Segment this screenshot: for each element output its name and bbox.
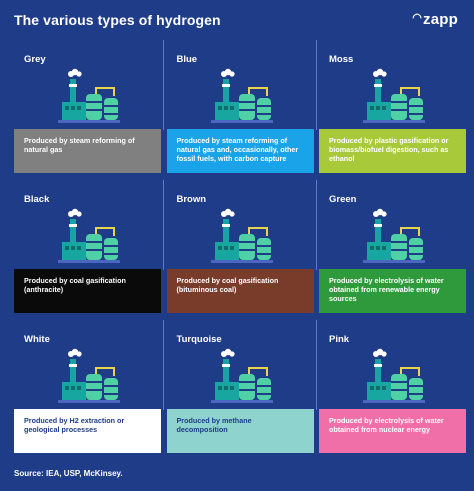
- type-description: Produced by steam reforming of natural g…: [166, 129, 314, 173]
- hydrogen-type-turquoise: Turquoise Produced by methane decomposit…: [166, 320, 314, 460]
- column-divider: [315, 320, 317, 410]
- factory-icon: [210, 208, 273, 263]
- hydrogen-type-green: Green Produced by electrolysis of water …: [319, 180, 466, 320]
- zapp-logo: ◠zapp: [412, 11, 458, 28]
- type-name: Green: [329, 194, 357, 205]
- factory-icon: [363, 348, 425, 403]
- logo-mark-icon: ◠: [412, 12, 423, 24]
- type-description: Produced by electrolysis of water obtain…: [319, 269, 466, 313]
- logo-text: zapp: [423, 11, 458, 28]
- type-name: Blue: [176, 54, 198, 65]
- factory-icon: [210, 348, 273, 403]
- type-name: Brown: [176, 194, 207, 205]
- factory-icon: [363, 68, 425, 123]
- type-description: Produced by electrolysis of water obtain…: [319, 409, 466, 453]
- type-name: Pink: [329, 334, 350, 345]
- type-description: Produced by methane decomposition: [166, 409, 314, 453]
- hydrogen-type-grey: Grey Produced by steam reforming of natu…: [14, 40, 161, 180]
- hydrogen-type-blue: Blue Produced by steam reforming of natu…: [166, 40, 314, 180]
- hydrogen-type-black: Black Produced by coal gasification (ant…: [14, 180, 161, 320]
- type-name: Black: [24, 194, 50, 205]
- type-description: Produced by H2 extraction or geological …: [14, 409, 161, 453]
- column-divider: [315, 180, 317, 270]
- factory-icon: [58, 68, 120, 123]
- type-description: Produced by plastic gasification or biom…: [319, 129, 466, 173]
- column-divider: [315, 40, 317, 130]
- page-title: The various types of hydrogen: [14, 12, 221, 28]
- hydrogen-type-moss: Moss Produced by plastic gasification or…: [319, 40, 466, 180]
- hydrogen-type-pink: Pink Produced by electrolysis of water o…: [319, 320, 466, 460]
- factory-icon: [58, 348, 120, 403]
- hydrogen-type-white: White Produced by H2 extraction or geolo…: [14, 320, 161, 460]
- hydrogen-type-brown: Brown Produced by coal gasification (bit…: [166, 180, 314, 320]
- type-name: Turquoise: [176, 334, 222, 345]
- type-name: White: [24, 334, 50, 345]
- hydrogen-types-grid: Grey Produced by steam reforming of natu…: [14, 40, 466, 460]
- column-divider: [163, 320, 164, 410]
- factory-icon: [363, 208, 425, 263]
- column-divider: [163, 180, 164, 270]
- type-name: Moss: [329, 54, 354, 65]
- type-description: Produced by coal gasification (bituminou…: [166, 269, 314, 313]
- type-name: Grey: [24, 54, 46, 65]
- column-divider: [163, 40, 164, 130]
- factory-icon: [210, 68, 273, 123]
- type-description: Produced by coal gasification (anthracit…: [14, 269, 161, 313]
- factory-icon: [58, 208, 120, 263]
- type-description: Produced by steam reforming of natural g…: [14, 129, 161, 173]
- source-note: Source: IEA, USP, McKinsey.: [14, 469, 123, 478]
